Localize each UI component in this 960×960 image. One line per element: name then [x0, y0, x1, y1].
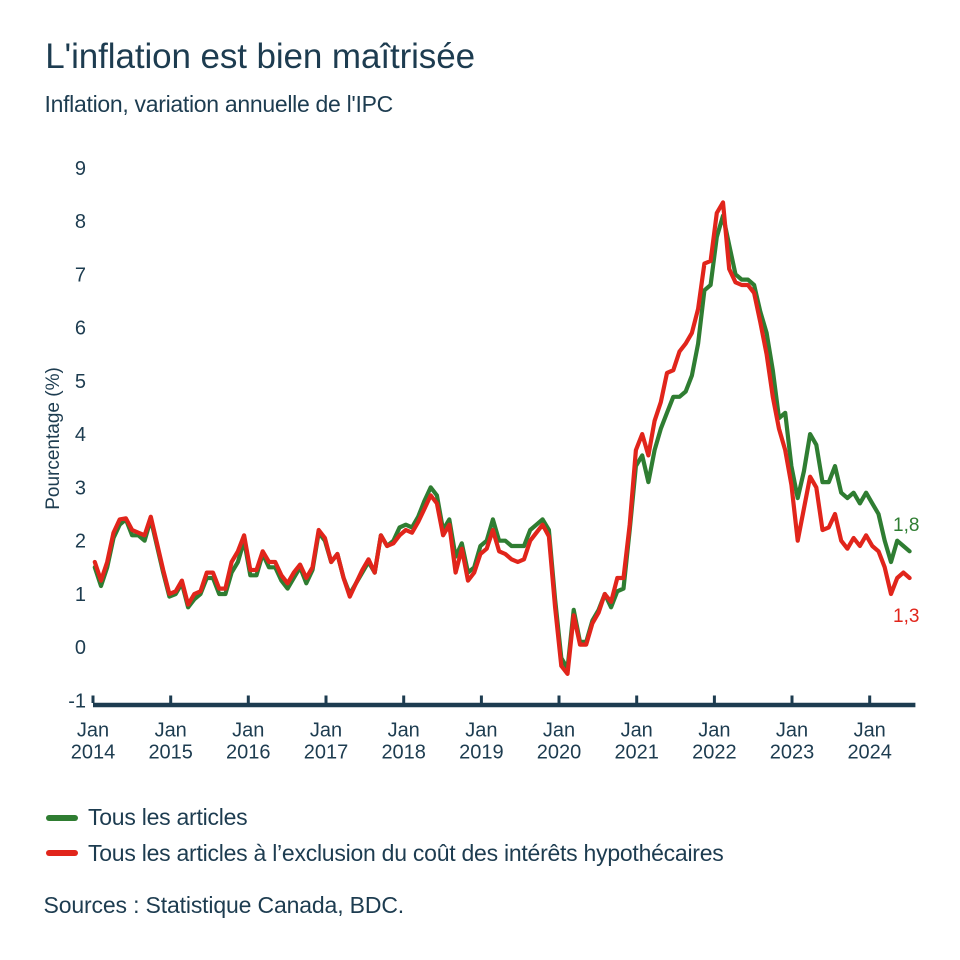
svg-text:2022: 2022	[692, 742, 737, 764]
svg-text:Pourcentage (%): Pourcentage (%)	[43, 367, 64, 510]
svg-text:Jan: Jan	[543, 720, 575, 742]
svg-text:2015: 2015	[148, 742, 193, 764]
svg-text:Jan: Jan	[854, 720, 886, 742]
svg-text:1,3: 1,3	[893, 606, 919, 627]
svg-text:Jan: Jan	[621, 720, 653, 742]
svg-text:Jan: Jan	[698, 720, 730, 742]
svg-text:8: 8	[75, 211, 86, 233]
svg-text:2023: 2023	[770, 742, 815, 764]
svg-text:Jan: Jan	[388, 720, 420, 742]
svg-text:-1: -1	[68, 691, 86, 713]
svg-text:2019: 2019	[459, 742, 504, 764]
svg-text:Jan: Jan	[155, 720, 187, 742]
svg-text:3: 3	[75, 477, 86, 499]
svg-text:5: 5	[75, 371, 86, 393]
svg-text:1,8: 1,8	[893, 515, 919, 536]
svg-text:0: 0	[75, 637, 86, 659]
svg-text:6: 6	[75, 318, 86, 340]
svg-text:2020: 2020	[537, 742, 582, 764]
svg-text:Jan: Jan	[310, 720, 342, 742]
svg-text:Jan: Jan	[77, 720, 109, 742]
svg-text:2024: 2024	[847, 742, 892, 764]
svg-text:2: 2	[75, 531, 86, 553]
svg-text:7: 7	[75, 264, 86, 286]
svg-text:Jan: Jan	[465, 720, 497, 742]
svg-text:2014: 2014	[71, 742, 116, 764]
svg-text:2021: 2021	[614, 742, 659, 764]
svg-text:2017: 2017	[304, 742, 349, 764]
svg-text:4: 4	[75, 424, 86, 446]
svg-text:Jan: Jan	[776, 720, 808, 742]
svg-text:2016: 2016	[226, 742, 271, 764]
svg-text:2018: 2018	[381, 742, 426, 764]
svg-text:9: 9	[75, 158, 86, 180]
svg-text:1: 1	[75, 584, 86, 606]
svg-text:Jan: Jan	[232, 720, 264, 742]
